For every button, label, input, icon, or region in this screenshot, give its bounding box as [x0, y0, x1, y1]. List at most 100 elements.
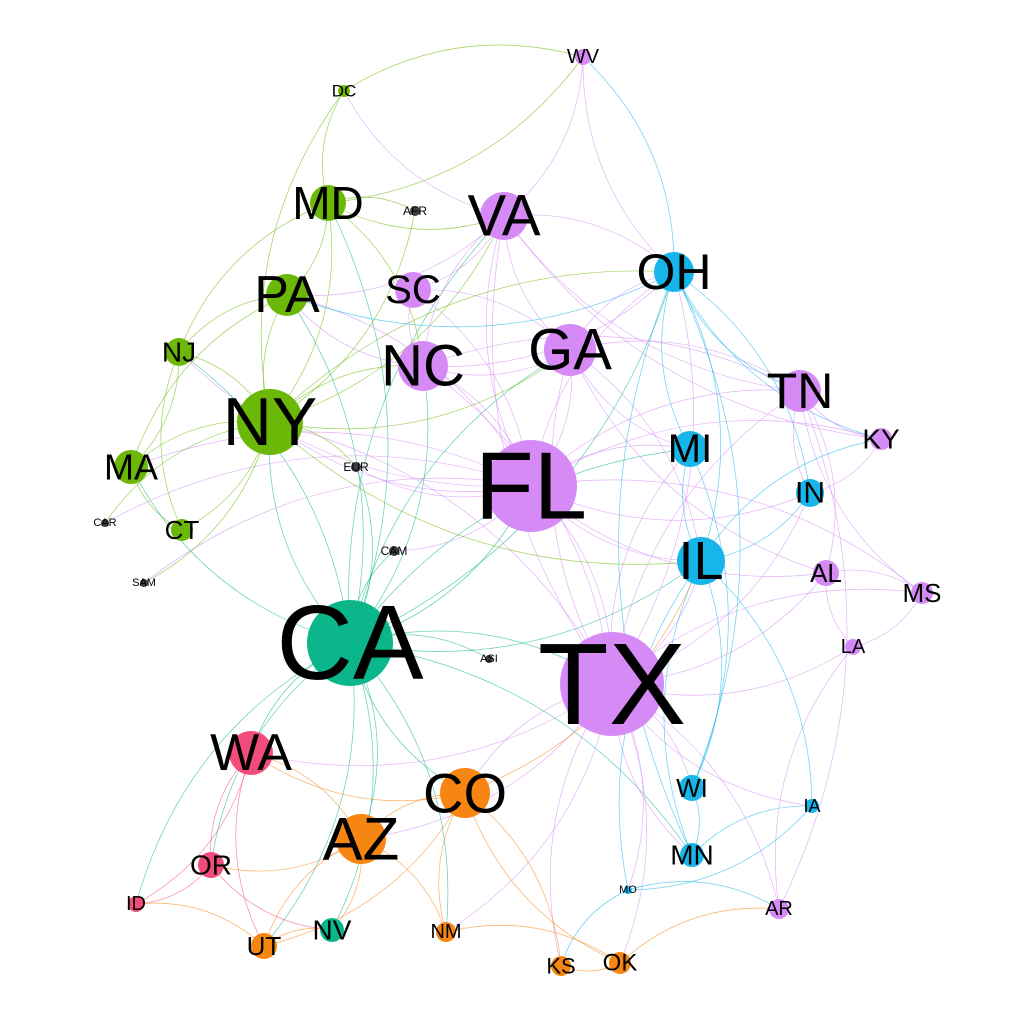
edge-CA-UT — [263, 642, 355, 947]
node-AZ — [336, 814, 386, 864]
node-label-AZ: AZ — [323, 806, 400, 873]
node-label-MO: MO — [619, 884, 637, 896]
node-label-AR: AR — [765, 898, 793, 920]
node-WA — [229, 731, 273, 775]
edge-TX-NY — [269, 421, 613, 685]
node-label-TN: TN — [767, 363, 834, 419]
edge-NY-IL — [269, 421, 702, 565]
node-ASI — [485, 655, 493, 663]
edge-FL-NJ — [178, 351, 532, 488]
edge-GA-TN — [569, 340, 801, 392]
edge-NY-DC — [260, 90, 345, 423]
node-PA — [266, 274, 308, 316]
edge-MD-WV — [327, 56, 584, 204]
node-TX — [560, 632, 664, 736]
edge-OH-MI — [661, 271, 691, 450]
node-label-UT: UT — [247, 931, 282, 961]
node-label-AFR: AFR — [403, 204, 427, 218]
edge-CA-VA — [348, 215, 505, 644]
edge-CO-KS — [464, 792, 562, 967]
node-label-CAM: CAM — [381, 544, 408, 558]
edge-TN-AL — [799, 390, 836, 574]
edge-MO-KS — [560, 889, 629, 967]
node-label-IA: IA — [803, 796, 820, 816]
node-label-OR: OR — [190, 850, 232, 881]
node-VA — [480, 192, 528, 240]
node-label-SAM: SAM — [132, 577, 156, 589]
node-label-IN: IN — [795, 477, 825, 510]
node-label-CO: CO — [423, 762, 507, 825]
edge-WA-UT — [235, 752, 265, 947]
node-MD — [310, 185, 346, 221]
edge-NY-OH — [269, 270, 675, 423]
edge-OH-IL — [673, 271, 722, 562]
node-label-TX: TX — [538, 619, 686, 749]
node-label-VA: VA — [467, 184, 540, 249]
edge-OH-KY — [673, 271, 882, 440]
node-MO — [624, 886, 632, 894]
node-SC — [395, 272, 431, 308]
node-CAM — [389, 546, 399, 556]
node-AR — [769, 899, 789, 919]
edge-TX-OH — [611, 271, 694, 685]
node-label-WI: WI — [676, 773, 708, 803]
edge-NY-VA — [269, 215, 505, 423]
node-IL — [677, 537, 725, 585]
node-CAR — [101, 519, 109, 527]
node-label-CA: CA — [276, 584, 424, 702]
edge-CT-NJ — [160, 351, 183, 531]
label-layer: WV DC MD AFR VA OH PA SC NJ NC GA TN NY KY MI MA EUR FL IN… — [93, 46, 941, 979]
edge-PA-MA — [130, 294, 288, 468]
edge-GA-IL — [569, 349, 702, 562]
node-MI — [672, 431, 708, 467]
node-label-OK: OK — [603, 950, 638, 977]
node-label-EUR: EUR — [343, 460, 369, 474]
edge-OH-WV — [582, 56, 675, 273]
node-label-MA: MA — [104, 447, 158, 488]
node-CA — [307, 600, 393, 686]
edge-MN-IA — [691, 805, 813, 856]
node-NM — [436, 922, 456, 942]
edge-FL-MS — [530, 479, 923, 594]
node-label-ASI: ASI — [480, 653, 498, 665]
node-AL — [813, 560, 839, 586]
edge-NM-OK — [445, 924, 621, 964]
node-label-AL: AL — [810, 558, 842, 588]
node-label-NJ: NJ — [162, 337, 196, 368]
edge-MO-AR — [627, 881, 780, 910]
node-label-MI: MI — [668, 427, 712, 471]
node-WV — [575, 49, 591, 65]
node-label-SC: SC — [385, 268, 441, 312]
node-label-NY: NY — [223, 384, 317, 460]
node-label-NV: NV — [313, 915, 352, 946]
node-MS — [911, 582, 933, 604]
edge-IL-WI — [691, 560, 722, 789]
node-GA — [544, 324, 596, 376]
edge-OR-NV — [210, 864, 333, 931]
edge-MD-NJ — [178, 202, 329, 353]
node-label-OH: OH — [637, 244, 712, 300]
edge-NY-AFR — [269, 210, 416, 423]
node-label-NC: NC — [381, 334, 465, 399]
edge-VA-DC — [343, 90, 505, 217]
node-AFR — [410, 206, 420, 216]
edge-CA-GA — [349, 349, 571, 644]
edge-OK-AR — [619, 907, 780, 964]
edge-CA-MN — [349, 642, 693, 856]
edge-NC-TN — [422, 335, 801, 392]
node-label-WA: WA — [210, 724, 292, 782]
edge-TN-MS — [799, 390, 923, 594]
node-OK — [609, 952, 631, 974]
edge-OH-MN — [618, 271, 693, 856]
edge-TX-WA — [250, 683, 613, 767]
edge-IL-MN — [663, 560, 702, 856]
node-LA — [845, 639, 861, 655]
node-KY — [870, 428, 892, 450]
node-CT — [171, 519, 193, 541]
edge-OH-PA — [286, 271, 675, 328]
edge-CA-MD — [327, 202, 389, 644]
node-label-MS: MS — [903, 578, 942, 608]
node-NY — [237, 389, 303, 455]
node-KS — [551, 956, 571, 976]
edge-IL-IA — [700, 560, 813, 807]
